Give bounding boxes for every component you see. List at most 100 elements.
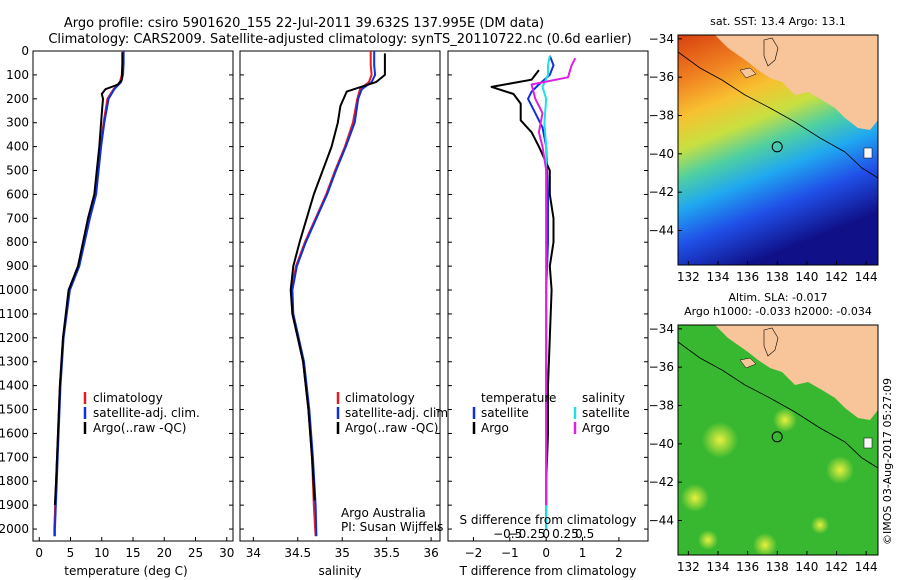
annotation-institution: Argo Australia <box>341 506 426 520</box>
lat-tick-label: −44 <box>649 224 674 238</box>
depth-tick-label: 1500 <box>0 403 29 417</box>
depth-tick-label: 600 <box>6 187 29 201</box>
lat-tick-label: −36 <box>649 70 674 84</box>
x-tick-label: 34 <box>246 546 261 560</box>
x-tick-label: 30 <box>219 546 234 560</box>
lat-tick-label: −34 <box>649 32 674 46</box>
depth-tick-label: 700 <box>6 211 29 225</box>
lat-tick-label: −38 <box>649 109 674 123</box>
x-tick-label: 5 <box>67 546 75 560</box>
sla-map-panel: Altim. SLA: -0.017 Argo h1000: -0.033 h2… <box>649 291 879 574</box>
legend-label-argo: Argo(..raw -QC) <box>345 421 438 435</box>
depth-tick-label: 400 <box>6 140 29 154</box>
float-position-marker <box>771 141 783 153</box>
shelf-contour <box>678 341 878 469</box>
series-line-argo-raw-qc <box>53 52 124 506</box>
x-tick-label: 20 <box>157 546 172 560</box>
series-line-s-argo <box>530 57 577 506</box>
sla-field <box>678 325 878 555</box>
yorke-peninsula <box>763 327 779 357</box>
x-tick-label: 36 <box>423 546 438 560</box>
lat-tick-label: −36 <box>649 360 674 374</box>
lat-tick-label: −40 <box>649 437 674 451</box>
lon-tick-label: 136 <box>736 270 759 284</box>
depth-tick-label: 1600 <box>0 426 29 440</box>
legend-label-t-argo: Argo <box>481 421 509 435</box>
s-diff-tick-label: 0.25 <box>552 527 579 541</box>
difference-panel: −2 −1 0 1 2 −0.5−0.250 0.250.5 T difference f… <box>447 50 649 578</box>
salinity-panel: 34 34.5 35 35.5 36 salinity climatology sate… <box>239 50 452 578</box>
legend-title-salinity: salinity <box>582 391 625 405</box>
depth-tick-label: 900 <box>6 259 29 273</box>
sst-map-axes: 132 134 136 138 140 142 144 −34 −36 −38 −40 −42 −44 <box>649 32 878 284</box>
legend-title-temperature: temperature <box>481 391 556 405</box>
s-diff-tick-label: −0.5 <box>493 527 522 541</box>
sla-anomaly-blob <box>681 484 709 512</box>
salinity-xlabel: salinity <box>318 564 361 578</box>
sla-map-subtitle: Argo h1000: -0.033 h2000: -0.034 <box>684 305 872 318</box>
s-diff-tick-label: 0.5 <box>575 527 594 541</box>
sla-anomaly-blob <box>702 422 738 458</box>
sst-field <box>678 35 878 265</box>
sla-anomaly-blob <box>826 456 854 484</box>
t-difference-xlabel: T difference from climatology <box>459 564 637 578</box>
depth-tick-label: 100 <box>6 68 29 82</box>
depth-tick-label: 1100 <box>0 307 29 321</box>
yorke-peninsula <box>763 37 779 67</box>
legend-label-s-argo: Argo <box>582 421 610 435</box>
legend-label-climatology: climatology <box>345 391 415 405</box>
difference-s-axis: −0.5−0.250 0.250.5 <box>493 527 594 541</box>
x-tick-label: 0 <box>542 546 550 560</box>
legend-label-satellite: satellite-adj. clim. <box>345 406 452 420</box>
temperature-x-axis: 0 5 10 15 20 25 30 <box>35 537 234 560</box>
x-tick-label: 10 <box>94 546 109 560</box>
temperature-series <box>53 51 125 537</box>
difference-legend: temperature satellite Argo salinity sate… <box>472 391 630 435</box>
salinity-depth-ticks <box>240 50 440 530</box>
lat-tick-label: −44 <box>649 514 674 528</box>
temperature-axes-frame <box>32 50 234 542</box>
lat-tick-label: −38 <box>649 399 674 413</box>
depth-tick-label: 1300 <box>0 355 29 369</box>
x-tick-label: 35.5 <box>373 546 400 560</box>
difference-x-axis: −2 −1 0 1 2 <box>465 537 623 560</box>
depth-tick-label: 0 <box>21 44 29 58</box>
lon-tick-label: 140 <box>795 270 818 284</box>
figure-subtitle: Climatology: CARS2009. Satellite-adjuste… <box>48 32 631 47</box>
legend-label-s-satellite: satellite <box>582 406 630 420</box>
annotation-pi: PI: Susan Wijffels <box>341 520 443 534</box>
lon-tick-label: 136 <box>736 560 759 574</box>
sla-anomaly-blob <box>698 530 718 550</box>
x-tick-label: 0 <box>35 546 43 560</box>
s-difference-xlabel: S difference from climatology <box>460 513 637 527</box>
sla-map-frame <box>677 324 879 556</box>
x-tick-label: 15 <box>125 546 140 560</box>
sst-map-frame <box>677 34 879 266</box>
sla-anomaly-blob <box>811 516 829 534</box>
depth-tick-label: 1200 <box>0 331 29 345</box>
temperature-legend: climatology satellite-adj. clim. Argo(..… <box>83 391 200 435</box>
temperature-xlabel: temperature (deg C) <box>64 564 187 578</box>
depth-tick-label: 500 <box>6 164 29 178</box>
x-tick-label: 25 <box>188 546 203 560</box>
series-line-t-argo <box>490 69 555 506</box>
lon-tick-label: 134 <box>707 560 730 574</box>
depth-tick-label: 2000 <box>0 522 29 536</box>
imos-credit: ©IMOS 03-Aug-2017 05:27:09 <box>881 378 894 545</box>
sla-map-title: Altim. SLA: -0.017 <box>728 291 827 304</box>
float-position-marker <box>771 431 783 443</box>
legend-label-satellite: satellite-adj. clim. <box>93 406 200 420</box>
salinity-legend: climatology satellite-adj. clim. Argo(..… <box>336 391 452 435</box>
sst-map-panel: sat. SST: 13.4 Argo: 13.1 132 134 136 138 14… <box>649 15 879 284</box>
depth-tick-label: 1400 <box>0 379 29 393</box>
depth-tick-label: 800 <box>6 235 29 249</box>
sla-anomaly-blob <box>753 533 777 555</box>
x-tick-label: −2 <box>465 546 483 560</box>
depth-tick-label: 200 <box>6 92 29 106</box>
difference-axes-frame <box>447 50 649 542</box>
lon-tick-label: 142 <box>825 270 848 284</box>
australia-landmass <box>715 325 878 420</box>
tasmania-tip <box>863 147 873 159</box>
lon-tick-label: 132 <box>677 270 700 284</box>
temperature-panel: 0100200300400500600700800900100011001200… <box>0 44 234 578</box>
